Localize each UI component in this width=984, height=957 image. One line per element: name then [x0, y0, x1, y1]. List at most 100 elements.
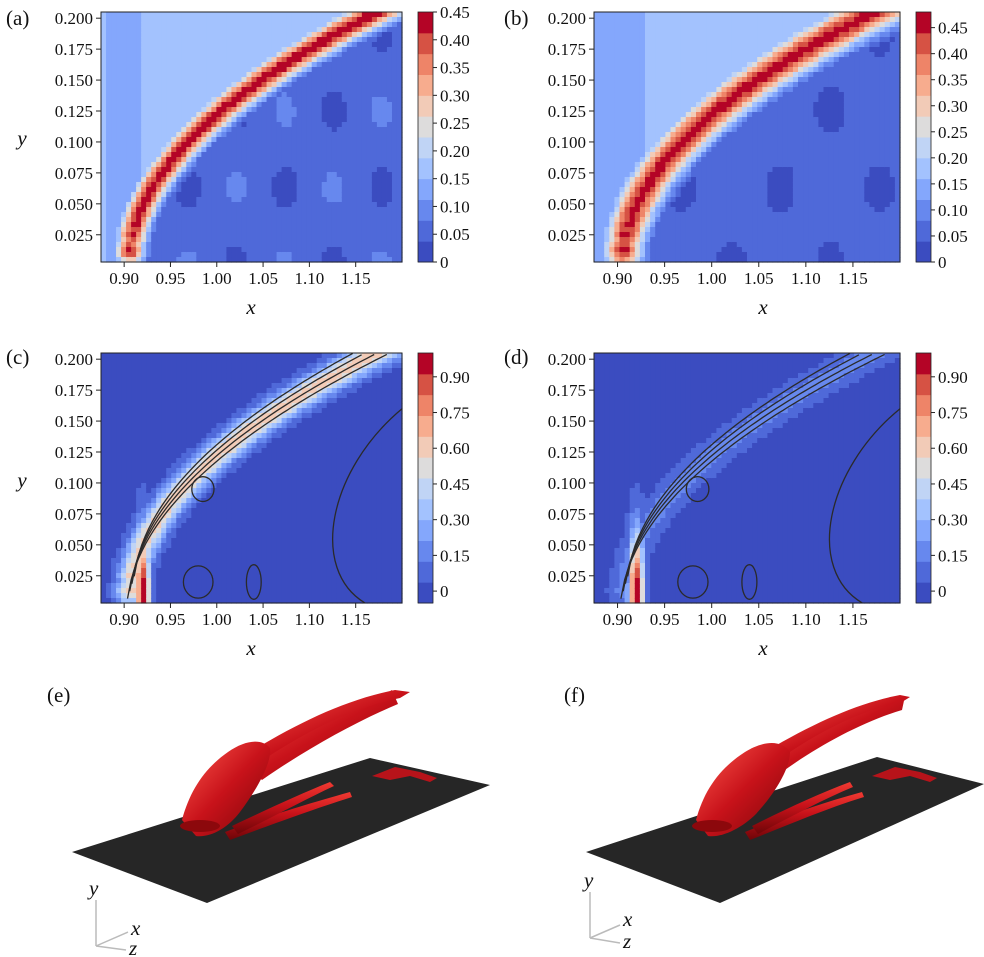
heat-cell [186, 27, 192, 33]
heat-cell [201, 257, 207, 263]
heat-cell [650, 82, 656, 88]
heat-cell [136, 57, 142, 63]
heat-cell [226, 32, 233, 38]
heat-cell [256, 77, 263, 83]
heat-cell [604, 152, 610, 158]
heat-cell [604, 142, 610, 148]
heat-cell [609, 257, 615, 263]
heat-cell [196, 22, 202, 28]
heat-cell [331, 252, 338, 258]
heat-cell [306, 57, 313, 63]
heat-cell [386, 247, 393, 253]
heat-cell [156, 247, 162, 253]
heat-cell [660, 37, 666, 43]
heat-cell [296, 217, 303, 223]
heat-cell [782, 257, 789, 263]
heat-cell [321, 172, 328, 178]
heat-cell [650, 102, 656, 108]
heat-cell [736, 222, 743, 228]
heat-cell [111, 127, 117, 133]
heat-cell [650, 147, 656, 153]
heat-cell [726, 37, 733, 43]
heat-cell [166, 172, 172, 178]
heat-cell [306, 152, 313, 158]
heat-cell [176, 77, 182, 83]
heat-cell [271, 252, 278, 258]
heat-cell [181, 232, 187, 238]
heat-cell [670, 107, 677, 113]
heat-cell [665, 147, 672, 153]
heat-cell [216, 227, 222, 233]
heat-cell [151, 167, 157, 173]
heat-cell [211, 187, 217, 193]
heat-cell [201, 252, 207, 258]
heat-cell [706, 182, 712, 188]
heat-cell [336, 87, 343, 93]
heat-cell [116, 232, 122, 238]
heat-cell [261, 142, 268, 148]
heat-cell [216, 57, 222, 63]
heat-cell [261, 97, 268, 103]
heat-cell [366, 247, 373, 253]
heat-cell [680, 172, 687, 178]
heat-cell [331, 237, 338, 243]
heat-cell [650, 142, 656, 148]
heat-cell [146, 27, 152, 33]
heat-cell [614, 247, 621, 253]
heat-cell [690, 217, 697, 223]
colorbar-segment [418, 178, 433, 200]
heat-cell [301, 17, 308, 23]
heat-cell [311, 257, 318, 263]
heat-cell [396, 212, 403, 218]
heat-cell [346, 107, 353, 113]
heat-cell [246, 182, 253, 188]
heat-cell [291, 182, 298, 188]
heat-cell [271, 172, 278, 178]
heat-cell [736, 17, 743, 23]
heat-cell [639, 47, 646, 53]
heat-cell [716, 72, 723, 78]
heat-cell [772, 252, 779, 258]
heat-cell [356, 102, 363, 108]
heat-cell [665, 212, 672, 218]
heat-cell [296, 167, 303, 173]
heat-cell [366, 232, 373, 238]
heat-cell [201, 152, 207, 158]
heat-cell [201, 52, 207, 58]
heat-cell [629, 247, 636, 253]
heat-cell [196, 222, 202, 228]
heat-cell [614, 32, 621, 38]
heat-cell [106, 242, 112, 248]
heat-cell [670, 227, 677, 233]
heat-cell [306, 82, 313, 88]
heat-cell [231, 227, 238, 233]
heat-cell [777, 147, 784, 153]
heat-cell [670, 237, 677, 243]
heat-cell [231, 37, 238, 43]
heat-cell [624, 17, 631, 23]
heat-cell [156, 177, 162, 183]
heat-cell [690, 207, 697, 213]
heat-cell [645, 22, 651, 28]
heat-cell [736, 132, 743, 138]
heat-cell [726, 157, 733, 163]
heat-cell [721, 147, 728, 153]
heat-cell [609, 102, 615, 108]
heat-cell [336, 242, 343, 248]
heat-cell [131, 222, 137, 228]
heat-cell [650, 217, 656, 223]
heat-cell [211, 247, 217, 253]
heat-cell [286, 142, 293, 148]
heat-cell [156, 47, 162, 53]
heat-cell [341, 97, 348, 103]
heat-cell [176, 162, 182, 168]
heat-cell [251, 252, 258, 258]
heat-cell [281, 142, 288, 148]
heat-cell [356, 257, 363, 263]
heat-cell [221, 127, 228, 133]
heat-cell [711, 242, 717, 248]
heat-cell [736, 227, 743, 233]
heat-cell [231, 197, 238, 203]
heat-cell [614, 182, 621, 188]
heat-cell [726, 117, 733, 123]
